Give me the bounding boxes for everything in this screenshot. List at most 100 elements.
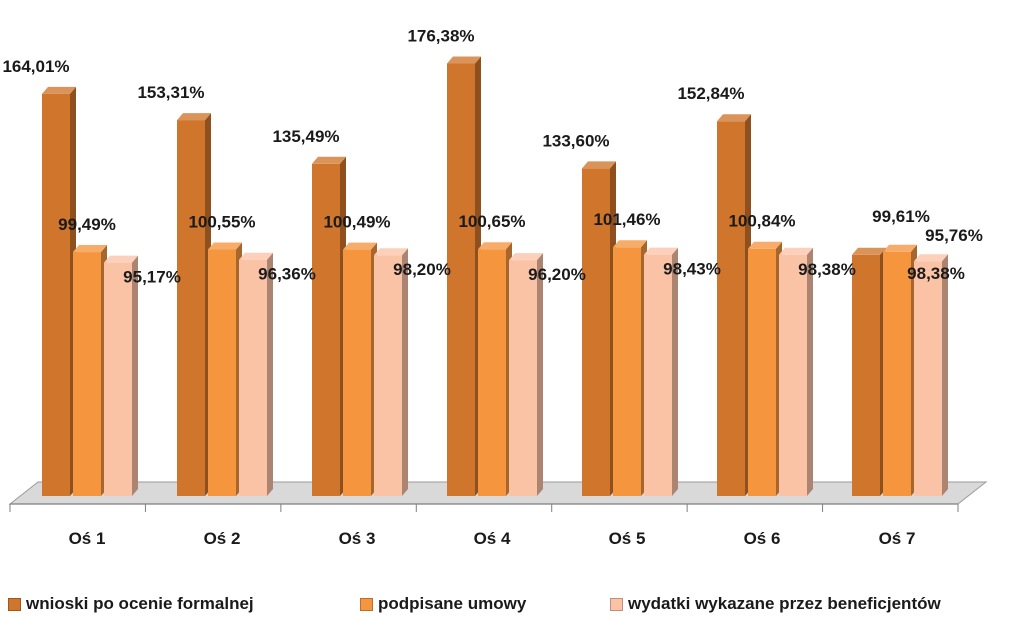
legend-item-series-1: wnioski po ocenie formalnej (8, 594, 254, 614)
bar-top (644, 247, 678, 255)
bar-top (478, 242, 512, 250)
legend-swatch-1 (8, 597, 21, 611)
data-label: 98,38% (798, 260, 856, 279)
bar-side (402, 248, 408, 496)
bar-front (177, 120, 205, 497)
bar-top (779, 247, 813, 255)
data-label: 98,20% (393, 260, 451, 279)
bar-3-2 (239, 252, 273, 496)
bar-front (104, 262, 132, 496)
category-label: Oś 6 (744, 529, 781, 548)
bar-front (73, 252, 101, 496)
bar-3-1 (104, 255, 138, 496)
bar-top (104, 255, 138, 263)
bar-front (644, 254, 672, 496)
bar-3-3 (374, 248, 408, 496)
category-label: Oś 4 (474, 529, 511, 548)
data-label: 152,84% (677, 84, 744, 103)
bar-1-6 (717, 114, 751, 496)
bar-2-2 (208, 242, 242, 496)
bar-front (312, 163, 340, 497)
data-labels: 164,01% 153,31% 135,49% 176,38% 133,60% 152,8… (2, 27, 982, 287)
bar-3-4 (509, 253, 543, 496)
bar-top (343, 242, 377, 250)
legend-label-2: podpisane umowy (378, 594, 527, 613)
bar-front (883, 251, 911, 496)
category-labels: Oś 1 Oś 2 Oś 3 Oś 4 Oś 5 Oś 6 Oś 7 (69, 529, 916, 548)
bar-2-6 (748, 241, 782, 496)
bar-front (42, 93, 70, 497)
bar-front (852, 254, 880, 496)
data-label: 101,46% (593, 210, 660, 229)
bar-1-4 (447, 56, 481, 497)
data-label: 99,49% (58, 215, 116, 234)
category-label: Oś 5 (609, 529, 646, 548)
bar-top (748, 241, 782, 249)
data-label: 135,49% (272, 127, 339, 146)
bar-front (509, 260, 537, 496)
legend-swatch-2 (360, 597, 373, 611)
data-label: 96,20% (528, 265, 586, 284)
data-label: 176,38% (407, 27, 474, 46)
bar-front (208, 249, 236, 496)
data-label: 99,61% (872, 207, 930, 226)
bar-top (374, 248, 408, 256)
bar-2-4 (478, 242, 512, 496)
data-label: 98,38% (907, 264, 965, 283)
category-label: Oś 3 (339, 529, 376, 548)
bar-top (883, 244, 917, 252)
bar-3-7 (914, 254, 948, 496)
data-label: 95,17% (123, 268, 181, 287)
bar-top (73, 245, 107, 253)
bar-front (717, 121, 745, 496)
legend-label-1: wnioski po ocenie formalnej (26, 594, 254, 613)
bar-front (748, 248, 776, 496)
bar-2-5 (613, 240, 647, 496)
bar-front (914, 261, 942, 496)
legend-item-series-2: podpisane umowy (360, 594, 526, 614)
data-label: 133,60% (542, 131, 609, 150)
data-label: 95,76% (925, 226, 983, 245)
bar-top (177, 113, 211, 121)
bar-1-2 (177, 113, 211, 497)
data-label: 100,49% (323, 213, 390, 232)
data-label: 100,84% (728, 212, 795, 231)
bar-top (717, 114, 751, 122)
bar-2-1 (73, 245, 107, 496)
bar-3-6 (779, 247, 813, 496)
data-label: 100,65% (458, 212, 525, 231)
legend-item-series-3: wydatki wykazane przez beneficjentów (610, 594, 941, 614)
bar-top (852, 247, 886, 255)
bar-front (374, 255, 402, 496)
category-label: Oś 2 (204, 529, 241, 548)
bar-side (537, 253, 543, 496)
category-label: Oś 7 (879, 529, 916, 548)
bar-2-3 (343, 242, 377, 496)
bar-side (267, 252, 273, 496)
data-label: 96,36% (258, 265, 316, 284)
bar-side (807, 247, 813, 496)
bar-top (239, 252, 273, 260)
bar-chart-3d: 164,01% 153,31% 135,49% 176,38% 133,60% 152,8… (2, 27, 988, 548)
data-label: 100,55% (188, 212, 255, 231)
data-label: 164,01% (2, 57, 69, 76)
bar-top (447, 56, 481, 64)
bar-front (582, 168, 610, 497)
bar-side (672, 247, 678, 496)
bar-1-1 (42, 86, 76, 497)
bar-3-5 (644, 247, 678, 496)
bar-front (779, 254, 807, 496)
bar-top (914, 254, 948, 262)
bar-front (447, 63, 475, 497)
bar-1-3 (312, 156, 346, 497)
bar-front (478, 249, 506, 496)
legend-label-3: wydatki wykazane przez beneficjentów (628, 594, 941, 613)
bar-side (942, 254, 948, 496)
bar-1-7 (852, 247, 886, 496)
bar-top (208, 242, 242, 250)
bar-top (613, 240, 647, 248)
legend: wnioski po ocenie formalnej podpisane um… (0, 591, 1032, 617)
bar-front (239, 259, 267, 496)
bar-front (613, 247, 641, 496)
